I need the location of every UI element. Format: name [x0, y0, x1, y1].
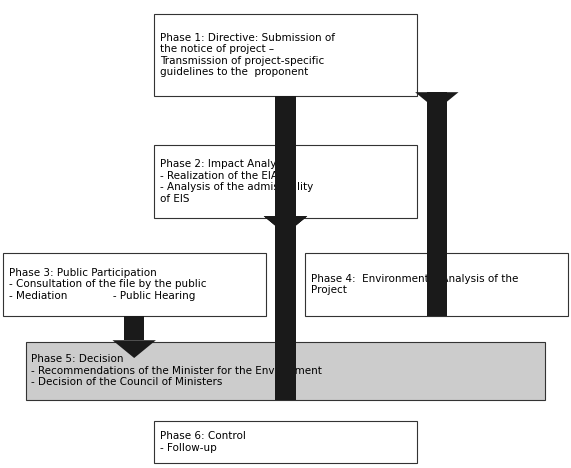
Text: Phase 6: Control
- Follow-up: Phase 6: Control - Follow-up	[160, 431, 246, 453]
FancyBboxPatch shape	[154, 14, 417, 96]
Polygon shape	[275, 216, 296, 218]
FancyBboxPatch shape	[154, 421, 417, 463]
Polygon shape	[275, 96, 296, 216]
Polygon shape	[264, 216, 307, 234]
Polygon shape	[264, 216, 307, 234]
FancyBboxPatch shape	[26, 342, 545, 400]
FancyBboxPatch shape	[305, 253, 568, 316]
Text: Phase 3: Public Participation
- Consultation of the file by the public
- Mediati: Phase 3: Public Participation - Consulta…	[9, 268, 206, 301]
Polygon shape	[275, 216, 296, 400]
Polygon shape	[415, 92, 459, 110]
Polygon shape	[112, 340, 156, 358]
FancyBboxPatch shape	[3, 253, 266, 316]
Text: Phase 2: Impact Analysis
- Realization of the EIA
- Analysis of the admissibilit: Phase 2: Impact Analysis - Realization o…	[160, 159, 313, 204]
Polygon shape	[124, 316, 144, 340]
Text: Phase 4:  Environmental Analysis of the
Project: Phase 4: Environmental Analysis of the P…	[311, 273, 518, 295]
Text: Phase 5: Decision
- Recommendations of the Minister for the Environment
- Decisi: Phase 5: Decision - Recommendations of t…	[31, 354, 322, 388]
Polygon shape	[427, 92, 447, 316]
Polygon shape	[264, 216, 307, 234]
FancyBboxPatch shape	[154, 145, 417, 218]
Text: Phase 1: Directive: Submission of
the notice of project –
Transmission of projec: Phase 1: Directive: Submission of the no…	[160, 33, 335, 77]
